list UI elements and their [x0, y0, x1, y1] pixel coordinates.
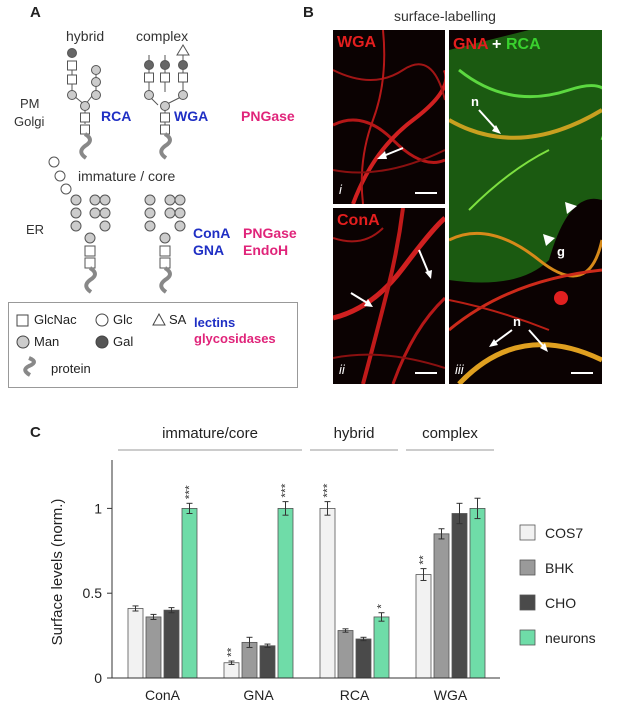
legend-label-cos7: COS7 — [545, 525, 583, 541]
lectin-wga: WGA — [174, 108, 209, 124]
micrograph-ii-label: ConA — [337, 212, 380, 229]
bar-bhk-cona — [145, 616, 162, 679]
micrograph-i-texture — [333, 30, 445, 204]
annotation-g: g — [557, 244, 565, 259]
x-tick-label: GNA — [243, 687, 274, 703]
bar-cho-wga — [451, 513, 468, 679]
legend-swatch-neurons — [519, 629, 536, 646]
glycan-diagram — [48, 44, 190, 294]
micrograph-i-label: WGA — [337, 34, 377, 51]
significance-mark: *** — [183, 485, 197, 499]
legend-swatch-bhk — [519, 559, 536, 576]
micrograph-iii-index: iii — [455, 362, 464, 377]
legend-glycosidases: glycosidases — [194, 331, 276, 346]
legend-label-cho: CHO — [545, 595, 576, 611]
bar-cos7-wga — [415, 574, 432, 679]
immature-glycan-right — [144, 194, 186, 294]
compartment-pm: PM — [20, 96, 40, 111]
micrograph-iii-plus: + — [492, 36, 502, 53]
y-tick-label: 0 — [94, 670, 102, 686]
legend-lectins: lectins — [194, 315, 236, 330]
micrograph-iii-gna-rca: GNA + RCA n g n iii — [449, 30, 602, 384]
y-axis-label: Surface levels (norm.) — [49, 499, 66, 646]
complex-glycan — [144, 44, 190, 160]
bar-neurons-wga — [469, 508, 486, 679]
micrograph-i-wga: WGA i — [333, 30, 445, 204]
legend-protein: protein — [51, 361, 91, 376]
annotation-n-top: n — [471, 94, 479, 109]
x-tick-label: RCA — [340, 687, 370, 703]
legend-glcnac: GlcNac — [34, 312, 77, 327]
bar-neurons-cona — [181, 508, 198, 679]
legend-sa: SA — [169, 312, 187, 327]
immature-glycan-left — [48, 156, 111, 294]
group-label: complex — [422, 425, 478, 442]
compartment-er: ER — [26, 222, 45, 237]
bar-cos7-gna — [223, 662, 240, 679]
annotation-n-bottom: n — [513, 314, 521, 329]
compartment-golgi: Golgi — [14, 114, 45, 129]
bar-cos7-rca — [319, 508, 336, 679]
micrograph-iii-label-rca: RCA — [506, 36, 541, 53]
scale-bar-i — [415, 192, 437, 194]
immature-label: immature / core — [78, 168, 176, 184]
surface-levels-chart: 0 0.5 1 Surface levels (norm.) immature/core… — [49, 425, 596, 703]
micrograph-ii-index: ii — [339, 362, 345, 377]
legend-glc: Glc — [113, 312, 133, 327]
legend-man: Man — [34, 334, 60, 349]
micrograph-iii-texture — [449, 30, 602, 384]
legend-symbols — [16, 312, 166, 377]
group-label: hybrid — [334, 425, 375, 442]
legend-gal: Gal — [113, 334, 134, 349]
panel-c-letter: C — [30, 424, 41, 441]
group-label: immature/core — [162, 425, 258, 442]
panel-a-letter: A — [30, 4, 41, 21]
legend-label-bhk: BHK — [545, 560, 574, 576]
x-tick-label: WGA — [434, 687, 468, 703]
bar-neurons-gna — [277, 508, 294, 679]
bar-cho-gna — [259, 645, 276, 679]
significance-mark: ** — [417, 555, 431, 565]
enzyme-pngase-bottom: PNGase — [243, 225, 297, 241]
panel-b-title: surface-labelling — [394, 8, 496, 24]
bar-bhk-rca — [337, 630, 354, 679]
micrograph-i-index: i — [339, 182, 342, 197]
bar-bhk-wga — [433, 533, 450, 679]
lectin-gna: GNA — [193, 242, 225, 258]
x-tick-label: ConA — [145, 687, 181, 703]
y-tick-label: 1 — [94, 500, 102, 516]
lectin-rca: RCA — [101, 108, 132, 124]
micrograph-iii-label-gna: GNA — [453, 36, 489, 53]
header-hybrid: hybrid — [66, 28, 105, 44]
header-complex: complex — [136, 28, 189, 44]
legend-swatch-cho — [519, 594, 536, 611]
scale-bar-ii — [415, 372, 437, 374]
bar-neurons-rca — [373, 616, 390, 679]
bar-cho-rca — [355, 638, 372, 679]
enzyme-endoh: EndoH — [243, 242, 289, 258]
significance-mark: *** — [279, 483, 293, 497]
bar-cho-cona — [163, 609, 180, 679]
bar-cos7-cona — [127, 608, 144, 679]
scale-bar-iii — [571, 372, 593, 374]
significance-mark: * — [375, 604, 389, 609]
legend-label-neurons: neurons — [545, 630, 596, 646]
significance-mark: *** — [321, 483, 335, 497]
micrograph-ii-texture — [333, 208, 445, 384]
hybrid-glycan — [67, 48, 101, 160]
micrograph-ii-cona: ConA ii — [333, 208, 445, 384]
y-tick-label: 0.5 — [83, 585, 103, 601]
significance-mark: ** — [225, 647, 239, 657]
panel-b-letter: B — [303, 4, 314, 21]
glycan-legend: GlcNac Glc SA Man Gal lectins glycosidas… — [8, 302, 298, 388]
lectin-cona: ConA — [193, 225, 231, 241]
legend-swatch-cos7 — [519, 524, 536, 541]
enzyme-pngase-top: PNGase — [241, 108, 295, 124]
